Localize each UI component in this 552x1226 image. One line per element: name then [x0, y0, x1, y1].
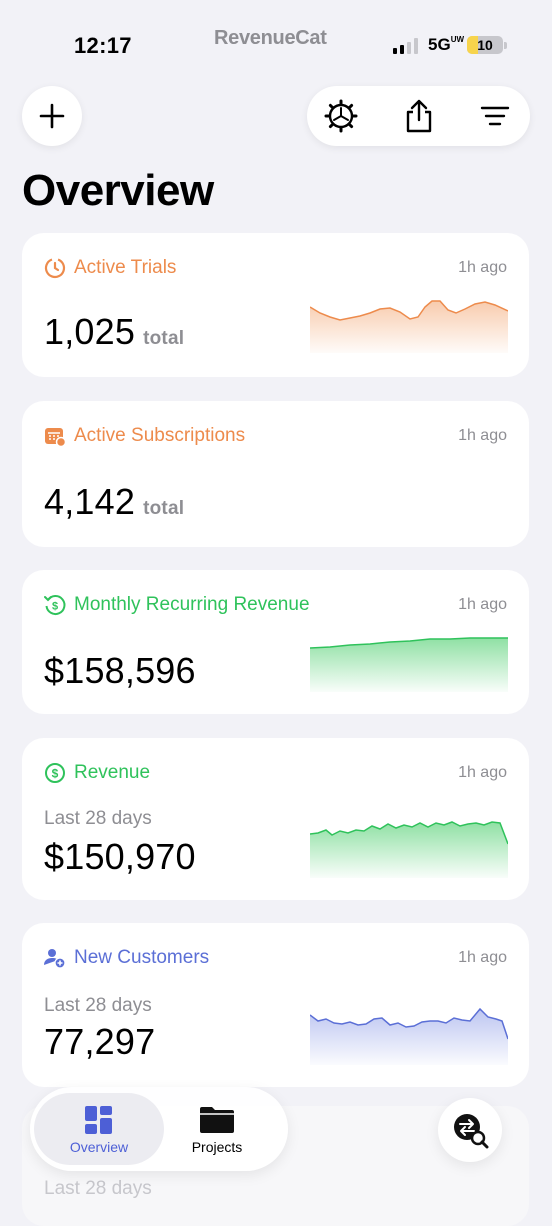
customers-sparkline [310, 1007, 508, 1065]
calendar-icon [44, 425, 66, 447]
status-time: 12:17 [74, 33, 132, 58]
card-updated-time: 1h ago [458, 427, 507, 444]
card-subtitle: Last 28 days [44, 808, 152, 829]
card-mrr[interactable]: $ Monthly Recurring Revenue 1h ago $158,… [22, 570, 529, 714]
mrr-sparkline [310, 637, 508, 692]
tab-label: Overview [69, 1139, 129, 1155]
svg-text:$: $ [52, 767, 59, 781]
card-active-trials[interactable]: Active Trials 1h ago 1,025 total [22, 233, 529, 377]
signal-icon [393, 38, 421, 54]
add-button[interactable] [22, 86, 82, 146]
card-title: Active Trials [74, 257, 177, 278]
card-value: 4,142 total [44, 481, 185, 522]
plus-icon [39, 103, 65, 129]
timer-icon [44, 257, 66, 279]
card-active-subscriptions[interactable]: Active Subscriptions 1h ago 4,142 total [22, 401, 529, 547]
network-indicator: 5GUW [428, 35, 465, 54]
share-icon [406, 99, 432, 133]
revenue-sparkline [310, 821, 508, 878]
card-partial-subtitle: Last 28 days [44, 1178, 152, 1199]
battery-icon: 10 [467, 36, 503, 54]
battery-cap [504, 42, 507, 49]
settings-gear-icon [324, 99, 358, 133]
header-toolbar [307, 86, 530, 146]
card-new-customers[interactable]: New Customers 1h ago Last 28 days 77,297 [22, 923, 529, 1087]
switch-search-icon [454, 1114, 489, 1149]
tab-label: Projects [191, 1139, 243, 1155]
card-title: Monthly Recurring Revenue [74, 594, 310, 615]
filter-lines-icon [480, 106, 510, 126]
card-value: $150,970 [44, 836, 196, 877]
dollar-circle-icon: $ [44, 762, 66, 784]
card-title: New Customers [74, 947, 210, 968]
card-value: $158,596 [44, 650, 196, 691]
filter-button[interactable] [465, 86, 525, 146]
card-value: 1,025 total [44, 311, 185, 352]
card-updated-time: 1h ago [458, 949, 507, 966]
recurring-dollar-icon: $ [44, 594, 66, 616]
grid-icon [85, 1106, 112, 1134]
share-button[interactable] [389, 86, 449, 146]
card-revenue[interactable]: $ Revenue 1h ago Last 28 days $150,970 [22, 738, 529, 900]
card-title: Active Subscriptions [74, 425, 246, 446]
tab-overview[interactable]: Overview [34, 1093, 164, 1165]
tab-projects[interactable]: Projects [164, 1093, 270, 1165]
add-person-icon [44, 947, 66, 969]
search-switch-button[interactable] [438, 1098, 522, 1162]
card-updated-time: 1h ago [458, 259, 507, 276]
trials-sparkline [310, 300, 508, 353]
folder-icon [200, 1107, 234, 1133]
card-subtitle: Last 28 days [44, 995, 152, 1016]
svg-text:$: $ [52, 601, 58, 613]
card-updated-time: 1h ago [458, 596, 507, 613]
page-title: Overview [22, 166, 214, 215]
tab-bar: Overview Projects [30, 1087, 288, 1171]
card-updated-time: 1h ago [458, 764, 507, 781]
status-bar: 12:17 RevenueCat 5GUW 10 [0, 0, 552, 70]
brand-logo: RevenueCat [214, 27, 327, 49]
card-value: 77,297 [44, 1021, 156, 1062]
card-title: Revenue [74, 762, 151, 783]
settings-button[interactable] [311, 86, 371, 146]
